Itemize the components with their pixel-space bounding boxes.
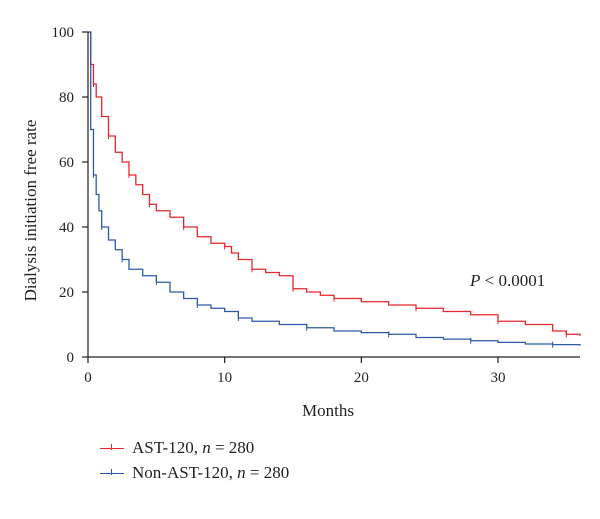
legend-label-non-ast120: Non-AST-120, n = 280 — [132, 463, 290, 482]
y-axis-ticks: 0 20 40 60 80 100 — [52, 25, 88, 366]
legend-item-ast120: AST-120, n = 280 — [100, 438, 289, 458]
y-tick-label: 20 — [59, 285, 74, 301]
x-axis-ticks: 0 10 20 30 — [84, 357, 506, 386]
y-tick-label: 100 — [52, 25, 75, 41]
y-tick-label: 80 — [59, 90, 74, 106]
x-tick-label: 20 — [354, 370, 369, 386]
x-tick-label: 10 — [217, 370, 232, 386]
y-axis-title: Dialysis initiation free rate — [21, 120, 40, 302]
x-tick-label: 30 — [491, 370, 506, 386]
y-tick-label: 40 — [59, 220, 74, 236]
ast120-curve — [88, 31, 581, 336]
legend-swatch-ast120 — [100, 442, 124, 454]
x-tick-label: 0 — [84, 370, 92, 386]
p-value-annotation: P < 0.0001 — [469, 271, 545, 290]
legend: AST-120, n = 280 Non-AST-120, n = 280 — [100, 438, 289, 483]
survival-curves — [88, 31, 581, 348]
legend-swatch-non-ast120 — [100, 467, 124, 479]
x-axis-title: Months — [302, 401, 354, 420]
legend-label-ast120: AST-120, n = 280 — [132, 438, 255, 457]
y-tick-label: 60 — [59, 155, 74, 171]
y-tick-label: 0 — [67, 350, 75, 366]
legend-item-non-ast120: Non-AST-120, n = 280 — [100, 463, 289, 483]
